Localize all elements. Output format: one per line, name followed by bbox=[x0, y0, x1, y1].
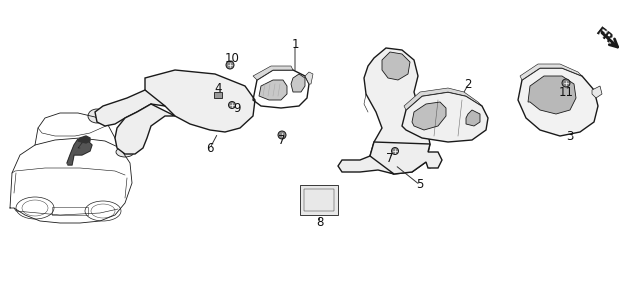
Polygon shape bbox=[338, 156, 394, 174]
Circle shape bbox=[202, 84, 207, 88]
Polygon shape bbox=[412, 102, 446, 130]
Polygon shape bbox=[145, 70, 255, 132]
Polygon shape bbox=[528, 76, 576, 114]
Polygon shape bbox=[592, 86, 602, 98]
Text: 7: 7 bbox=[278, 135, 285, 148]
Polygon shape bbox=[518, 68, 598, 136]
Circle shape bbox=[562, 79, 570, 87]
Circle shape bbox=[237, 98, 243, 102]
Circle shape bbox=[430, 156, 434, 160]
Polygon shape bbox=[382, 52, 410, 80]
Polygon shape bbox=[364, 48, 430, 174]
Circle shape bbox=[278, 131, 286, 139]
Text: 4: 4 bbox=[214, 82, 221, 95]
Text: 10: 10 bbox=[225, 52, 239, 65]
Text: 8: 8 bbox=[316, 217, 324, 229]
Ellipse shape bbox=[394, 108, 410, 128]
Polygon shape bbox=[95, 90, 165, 126]
Polygon shape bbox=[291, 74, 305, 92]
Text: 1: 1 bbox=[291, 38, 299, 52]
Text: 5: 5 bbox=[416, 178, 424, 191]
Polygon shape bbox=[74, 141, 92, 155]
Polygon shape bbox=[404, 88, 482, 110]
Ellipse shape bbox=[199, 94, 221, 106]
Ellipse shape bbox=[116, 147, 134, 157]
Polygon shape bbox=[520, 64, 582, 80]
Polygon shape bbox=[305, 72, 313, 84]
Polygon shape bbox=[402, 92, 488, 142]
Text: FR.: FR. bbox=[593, 25, 620, 49]
Text: 6: 6 bbox=[206, 142, 214, 155]
Ellipse shape bbox=[176, 89, 194, 99]
Ellipse shape bbox=[88, 109, 106, 123]
Bar bbox=[300, 185, 338, 215]
Text: 7: 7 bbox=[387, 152, 394, 165]
Polygon shape bbox=[466, 110, 480, 126]
Circle shape bbox=[225, 88, 230, 92]
Bar bbox=[52, 207, 88, 215]
Polygon shape bbox=[259, 80, 287, 100]
Circle shape bbox=[392, 148, 399, 155]
Bar bbox=[214, 92, 222, 98]
Text: 11: 11 bbox=[559, 86, 573, 99]
Circle shape bbox=[226, 61, 234, 69]
Circle shape bbox=[384, 142, 396, 154]
Circle shape bbox=[228, 102, 236, 108]
Text: 2: 2 bbox=[464, 78, 472, 92]
Polygon shape bbox=[253, 66, 293, 80]
Polygon shape bbox=[78, 136, 90, 143]
Text: 9: 9 bbox=[233, 102, 241, 115]
Circle shape bbox=[428, 164, 432, 168]
Circle shape bbox=[579, 83, 585, 89]
Bar bbox=[304, 189, 334, 211]
Text: 3: 3 bbox=[566, 129, 573, 142]
Polygon shape bbox=[115, 104, 175, 154]
Circle shape bbox=[561, 89, 566, 95]
Polygon shape bbox=[370, 142, 442, 174]
Polygon shape bbox=[67, 139, 82, 165]
